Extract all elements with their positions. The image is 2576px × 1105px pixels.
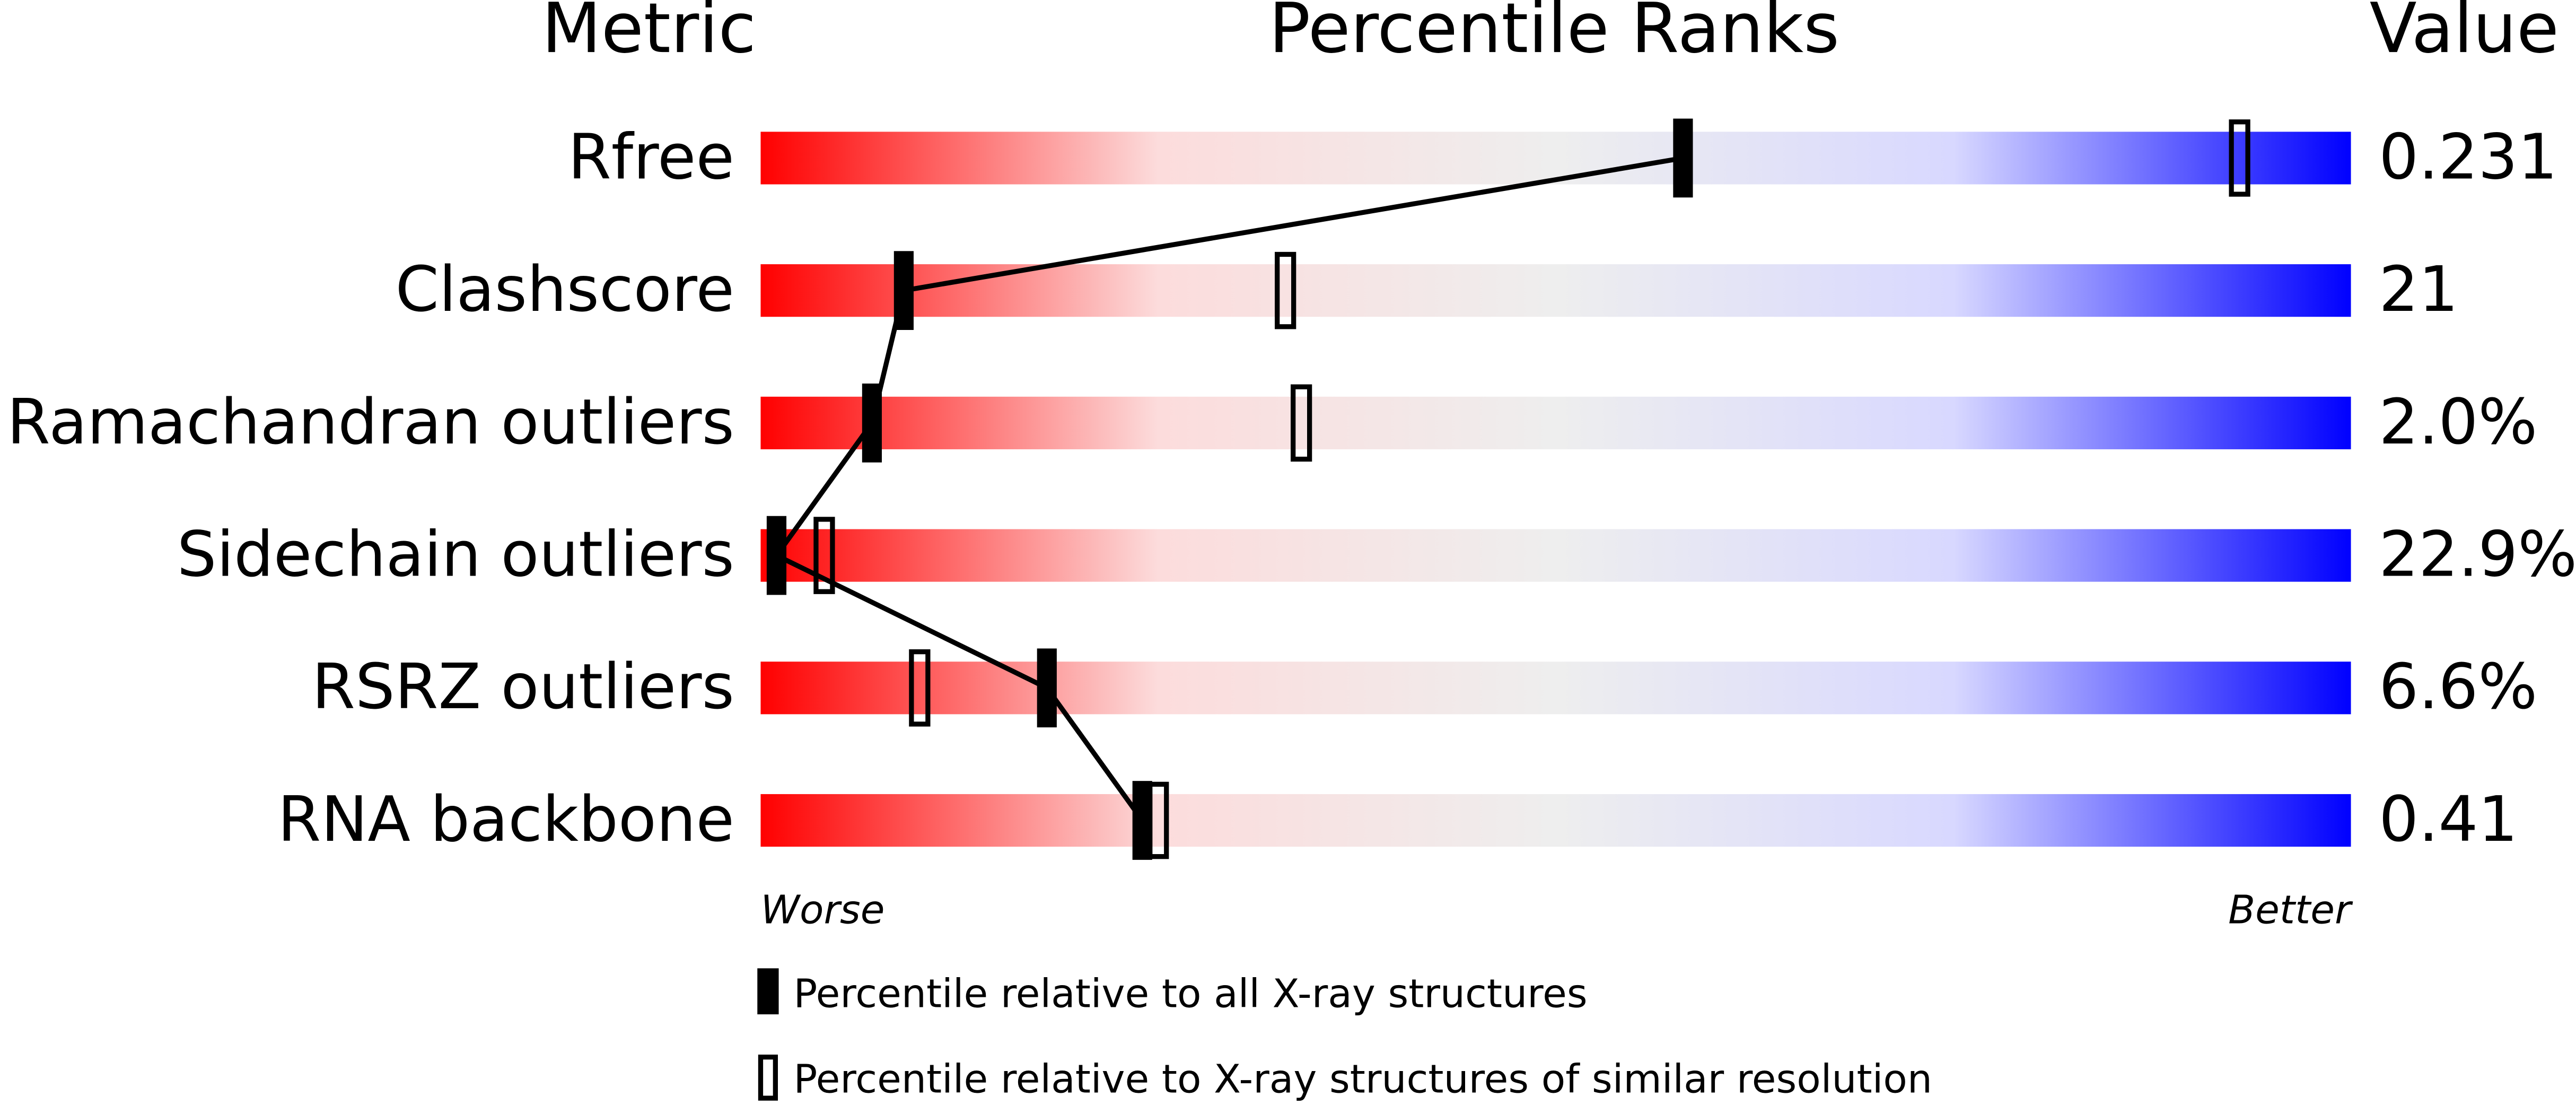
metric-label: RSRZ outliers [312, 650, 734, 723]
rank-bar [760, 396, 2351, 449]
legend-label: Percentile relative to X-ray structures … [793, 1056, 1932, 1102]
rank-marker [1673, 118, 1693, 198]
metric-value: 6.6% [2379, 650, 2537, 723]
rank-bar [760, 794, 2351, 847]
rank-bar [760, 529, 2351, 582]
metric-label: Clashscore [396, 253, 734, 326]
metric-value: 0.231 [2379, 120, 2557, 193]
low-label: Worse [760, 887, 884, 933]
metric-label: Ramachandran outliers [7, 386, 734, 458]
rank-marker-open [1147, 781, 1169, 859]
rank-bar [760, 662, 2351, 715]
metric-label: RNA backbone [278, 783, 734, 856]
rank-marker-open [909, 649, 931, 727]
rank-marker [1037, 648, 1057, 728]
rank-bar [760, 264, 2351, 317]
rank-marker-open [1275, 251, 1296, 329]
chart-title: Percentile Ranks [1269, 0, 1839, 68]
rank-marker-open [1291, 384, 1312, 462]
rank-bar [760, 132, 2351, 185]
metric-value: 0.41 [2379, 783, 2518, 856]
metric-label: Sidechain outliers [177, 518, 734, 590]
value-header: Value [2370, 0, 2559, 68]
legend-swatch [757, 968, 779, 1015]
metric-value: 2.0% [2379, 386, 2537, 458]
rank-marker [893, 251, 914, 330]
legend-swatch [758, 1055, 778, 1101]
metric-value: 22.9% [2379, 518, 2576, 590]
high-label: Better [2228, 887, 2353, 933]
metric-header: Metric [542, 0, 757, 68]
rank-marker-open [2229, 119, 2250, 197]
rank-marker [766, 516, 787, 595]
rank-marker [862, 384, 882, 463]
legend-label: Percentile relative to all X-ray structu… [793, 971, 1587, 1017]
rank-line [773, 155, 1684, 822]
metric-label: Rfree [568, 120, 734, 193]
metric-value: 21 [2379, 253, 2458, 326]
rank-marker-open [813, 517, 835, 594]
